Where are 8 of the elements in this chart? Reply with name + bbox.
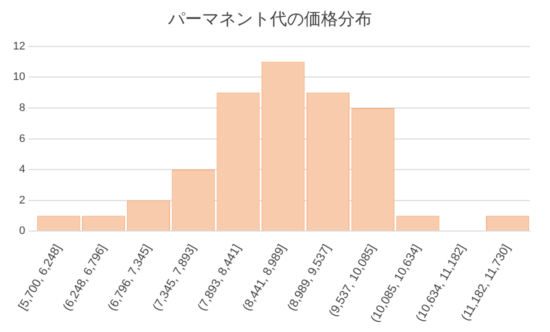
y-tick-label: 0 bbox=[19, 225, 26, 238]
y-tick-label: 12 bbox=[12, 40, 26, 52]
y-tick-label: 10 bbox=[12, 71, 26, 84]
y-tick-label: 2 bbox=[19, 194, 26, 206]
y-tick-label: 4 bbox=[19, 164, 26, 176]
chart-title: パーマネント代の価格分布 bbox=[167, 10, 372, 30]
y-tick-label: 8 bbox=[19, 102, 26, 114]
y-tick-label: 6 bbox=[19, 132, 26, 145]
